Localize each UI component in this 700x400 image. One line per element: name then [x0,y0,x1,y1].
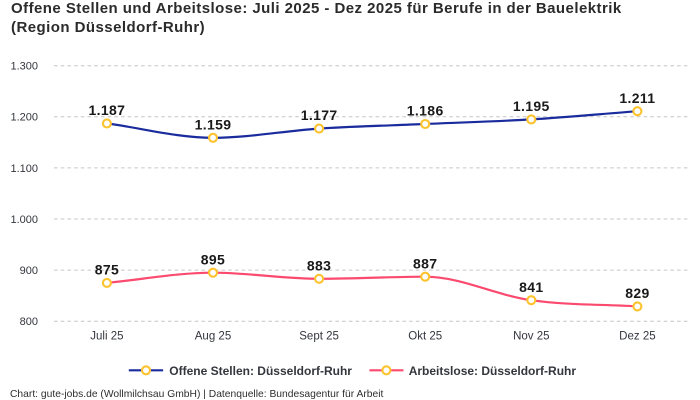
svg-text:1.159: 1.159 [195,116,232,132]
svg-text:875: 875 [95,262,119,278]
svg-text:1.177: 1.177 [301,107,338,123]
svg-text:Okt 25: Okt 25 [408,331,442,343]
svg-text:800: 800 [20,316,38,328]
svg-text:Juli 25: Juli 25 [90,331,123,343]
svg-text:Arbeitslose: Düsseldorf-Ruhr: Arbeitslose: Düsseldorf-Ruhr [409,364,577,378]
svg-text:Sept 25: Sept 25 [299,331,339,343]
svg-text:1.100: 1.100 [10,163,38,175]
svg-text:1.211: 1.211 [619,90,655,106]
svg-text:Offene Stellen: Düsseldorf-Ruh: Offene Stellen: Düsseldorf-Ruhr [169,364,352,378]
svg-text:1.300: 1.300 [10,61,38,73]
svg-text:883: 883 [307,257,331,273]
svg-text:829: 829 [625,285,649,301]
svg-text:Chart: gute-jobs.de (Wollmilch: Chart: gute-jobs.de (Wollmilchsau GmbH) … [10,389,383,400]
svg-text:1.200: 1.200 [10,112,38,124]
svg-text:Nov 25: Nov 25 [513,331,549,343]
svg-text:1.186: 1.186 [407,103,444,119]
svg-text:887: 887 [413,255,437,271]
svg-text:1.195: 1.195 [513,98,550,114]
svg-text:900: 900 [20,265,38,277]
svg-text:895: 895 [201,251,225,267]
svg-text:Dez 25: Dez 25 [619,331,655,343]
svg-text:1.187: 1.187 [89,102,126,118]
svg-text:1.000: 1.000 [10,214,38,226]
svg-text:841: 841 [519,279,543,295]
svg-text:Aug 25: Aug 25 [195,331,231,343]
